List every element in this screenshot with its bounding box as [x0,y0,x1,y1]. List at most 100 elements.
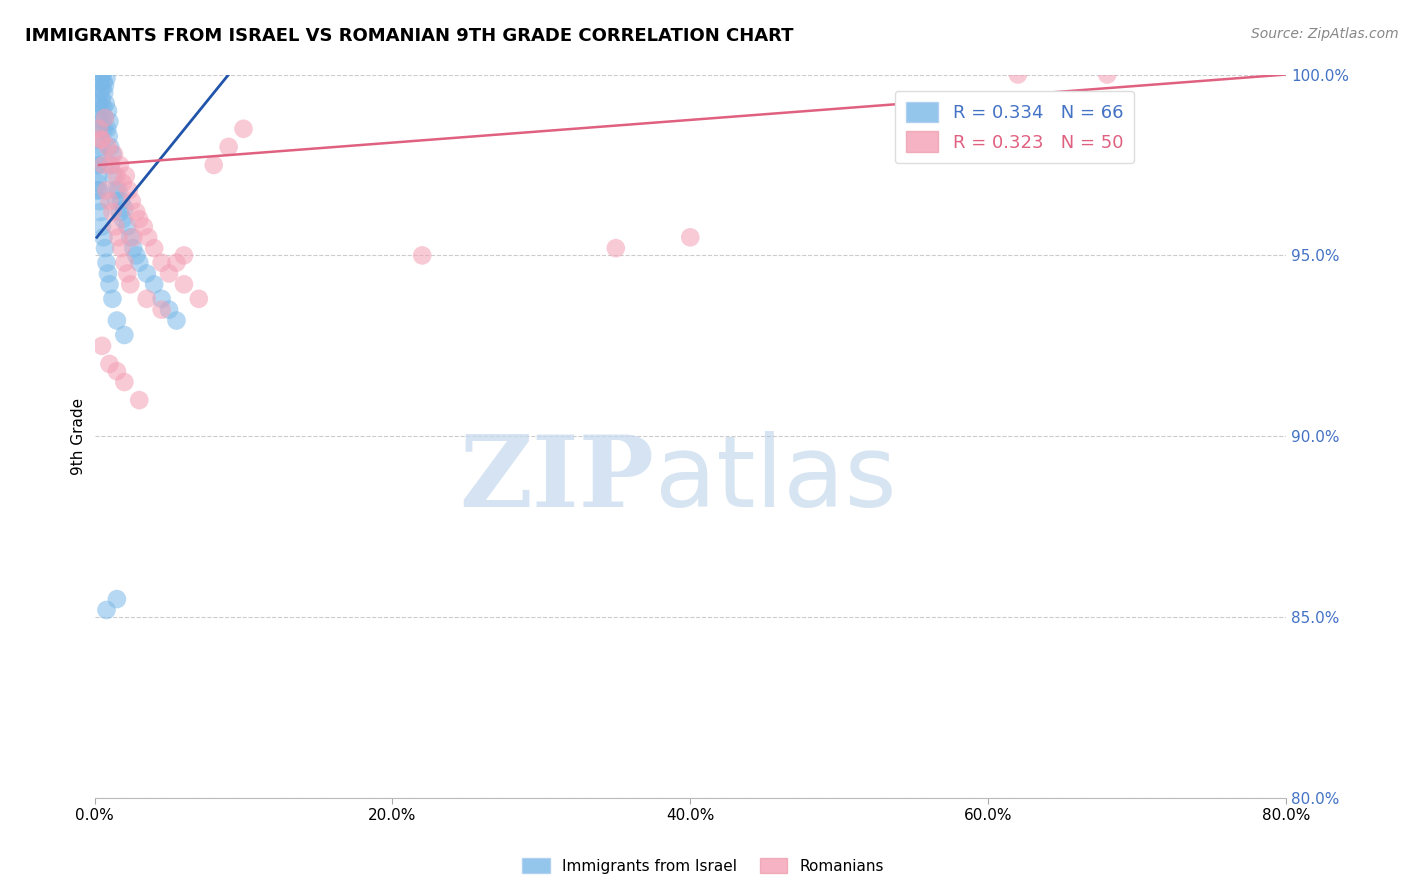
Point [108,158,131,172]
Point [94,241,117,255]
Point [125,205,148,219]
Point [87,183,110,197]
Point [105,194,128,208]
Text: atlas: atlas [655,431,896,528]
Point [87,176,110,190]
Point [91,114,114,128]
Point [90,93,112,107]
Point [89,86,111,100]
Point [232,121,254,136]
Point [87,96,110,111]
Text: ZIP: ZIP [460,431,655,528]
Point [117,267,139,281]
Point [98,140,121,154]
Point [93,75,115,89]
Point [122,230,145,244]
Point [90,68,112,82]
Point [105,592,128,607]
Point [98,357,121,371]
Point [97,128,120,143]
Point [96,71,118,86]
Point [128,212,150,227]
Point [87,169,110,183]
Point [112,328,135,343]
Point [1097,68,1119,82]
Point [90,103,112,118]
Text: Source: ZipAtlas.com: Source: ZipAtlas.com [1251,27,1399,41]
Point [90,75,112,89]
Point [107,183,129,197]
Point [150,302,173,317]
Point [94,111,117,125]
Point [104,183,127,197]
Point [111,176,134,190]
Point [173,277,195,292]
Point [101,205,124,219]
Point [120,277,142,292]
Point [166,255,188,269]
Point [97,140,120,154]
Point [115,169,138,183]
Point [89,194,111,208]
Point [605,241,627,255]
Point [93,86,115,100]
Point [150,255,173,269]
Point [166,313,188,327]
Point [105,313,128,327]
Point [218,140,240,154]
Point [103,169,125,183]
Point [87,111,110,125]
Point [135,267,157,281]
Point [96,603,118,617]
Point [97,103,120,118]
Point [150,292,173,306]
Point [100,158,122,172]
Point [107,230,129,244]
Point [157,267,180,281]
Point [112,202,135,216]
Point [128,255,150,269]
Point [90,133,112,147]
Point [121,194,143,208]
Point [90,205,112,219]
Point [108,205,131,219]
Point [93,230,115,244]
Point [120,230,142,244]
Point [94,78,117,93]
Point [125,248,148,262]
Point [118,183,141,197]
Point [117,219,139,234]
Point [94,96,117,111]
Legend: R = 0.334   N = 66, R = 0.323   N = 50: R = 0.334 N = 66, R = 0.323 N = 50 [894,91,1135,163]
Point [143,277,166,292]
Point [187,292,209,306]
Text: IMMIGRANTS FROM ISRAEL VS ROMANIAN 9TH GRADE CORRELATION CHART: IMMIGRANTS FROM ISRAEL VS ROMANIAN 9TH G… [25,27,794,45]
Point [86,183,108,197]
Point [87,158,110,172]
Point [135,292,157,306]
Point [105,364,128,378]
Point [173,248,195,262]
Point [98,114,121,128]
Point [100,158,122,172]
Point [1007,68,1029,82]
Point [128,393,150,408]
Point [91,133,114,147]
Point [87,121,110,136]
Point [110,194,132,208]
Point [91,219,114,234]
Y-axis label: 9th Grade: 9th Grade [72,398,86,475]
Point [132,219,155,234]
Point [86,133,108,147]
Point [93,111,115,125]
Point [96,255,118,269]
Point [86,158,108,172]
Point [96,183,118,197]
Point [89,121,111,136]
Point [157,302,180,317]
Point [104,219,127,234]
Point [98,194,121,208]
Point [101,147,124,161]
Point [98,277,121,292]
Point [112,375,135,389]
